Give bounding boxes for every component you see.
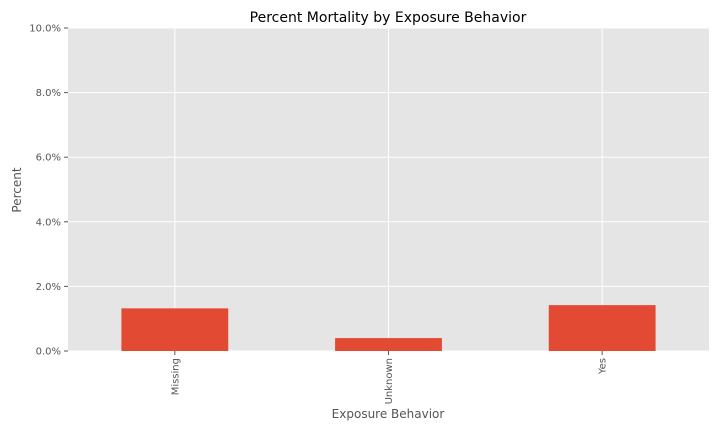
- y-tick-label: 10.0%: [29, 24, 61, 35]
- bar-yes: [548, 305, 656, 351]
- x-tick-label: Missing: [170, 358, 181, 395]
- y-tick-label: 4.0%: [36, 217, 61, 228]
- y-tick-label: 2.0%: [36, 282, 61, 293]
- y-tick-label: 6.0%: [36, 153, 61, 164]
- y-axis-label: Percent: [10, 167, 24, 212]
- bar-unknown: [335, 338, 442, 351]
- x-tick-label: Unknown: [384, 358, 395, 404]
- bars: [121, 305, 656, 351]
- y-tick-label: 8.0%: [36, 88, 61, 99]
- x-axis-label: Exposure Behavior: [332, 407, 445, 421]
- y-tick-label: 0.0%: [36, 347, 61, 358]
- axis-ticks: 0.0% 2.0% 4.0% 6.0% 8.0% 10.0% Missing Unknown Y…: [29, 24, 608, 405]
- x-tick-label: Yes: [598, 358, 609, 375]
- bar-missing: [121, 308, 229, 351]
- chart-title: Percent Mortality by Exposure Behavior: [250, 10, 527, 26]
